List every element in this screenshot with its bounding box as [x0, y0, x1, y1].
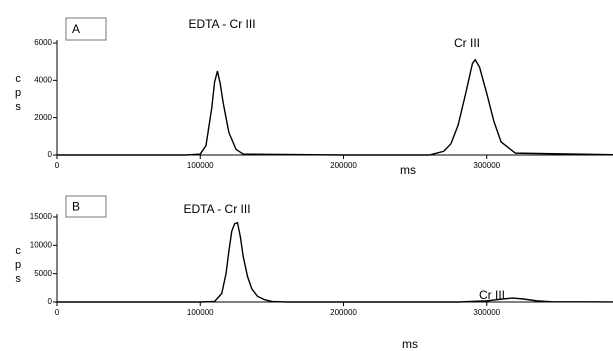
data-line — [57, 58, 613, 156]
y-tick-label: 4000 — [34, 75, 52, 84]
panel-label: A — [72, 22, 80, 36]
panel-label-box — [65, 195, 107, 218]
y-tick-label: 15000 — [30, 212, 53, 221]
y-tick-label: 6000 — [34, 38, 52, 47]
y-tick-label: 2000 — [34, 113, 52, 122]
panel-label-box — [65, 17, 107, 41]
x-tick-label: 0 — [55, 161, 60, 170]
annotation: EDTA - Cr III — [183, 202, 250, 216]
x-axis-label: ms — [400, 163, 416, 177]
y-tick-label: 0 — [48, 150, 53, 159]
y-axis-label: cps — [12, 245, 24, 287]
x-tick-label: 200000 — [330, 308, 357, 317]
x-tick-label: 200000 — [330, 161, 357, 170]
x-tick-label: 100000 — [187, 308, 214, 317]
panel-label: B — [72, 200, 80, 214]
y-tick-label: 10000 — [30, 240, 53, 249]
annotation: Cr III — [454, 36, 480, 50]
x-tick-label: 300000 — [473, 161, 500, 170]
x-tick-label: 100000 — [187, 161, 214, 170]
x-axis-label: ms — [402, 337, 418, 351]
y-tick-label: 0 — [48, 297, 53, 306]
annotation: Cr III — [479, 288, 505, 302]
x-tick-label: 300000 — [473, 308, 500, 317]
y-axis-label: cps — [12, 73, 24, 115]
x-tick-label: 0 — [55, 308, 60, 317]
y-tick-label: 5000 — [34, 269, 52, 278]
annotation: EDTA - Cr III — [188, 17, 255, 31]
data-line — [57, 221, 613, 303]
